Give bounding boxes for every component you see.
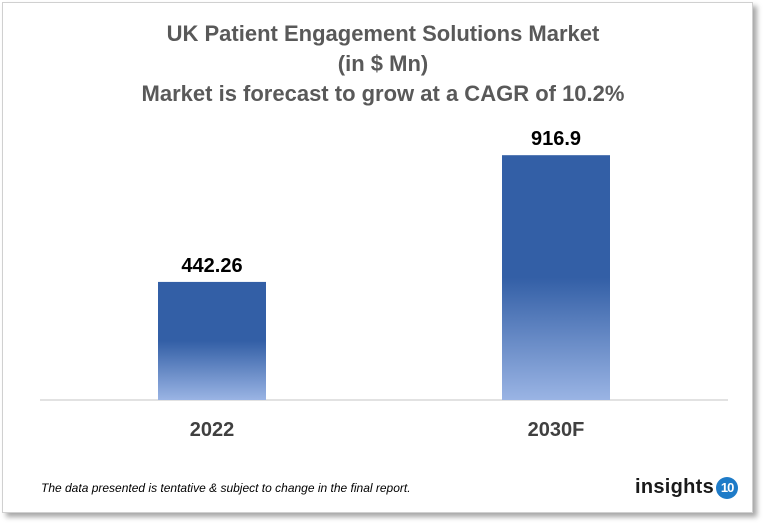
x-tick-label: 2030F [528, 419, 585, 441]
chart-title-line-1: UK Patient Engagement Solutions Market [166, 21, 600, 46]
footnote: The data presented is tentative & subjec… [41, 481, 411, 495]
chart-title-line-2: (in $ Mn) [337, 51, 429, 76]
chart-card [2, 2, 753, 513]
x-tick-label: 2022 [190, 419, 235, 441]
bar-2022 [158, 281, 266, 400]
insights10-logo: insights 10 [635, 476, 739, 499]
logo-text: insights [635, 476, 715, 498]
logo-badge: 10 [716, 476, 739, 499]
data-label: 442.26 [181, 255, 242, 277]
chart-subtitle: Market is forecast to grow at a CAGR of … [141, 81, 625, 106]
bar-2030F [502, 155, 610, 400]
data-label: 916.9 [531, 128, 581, 150]
